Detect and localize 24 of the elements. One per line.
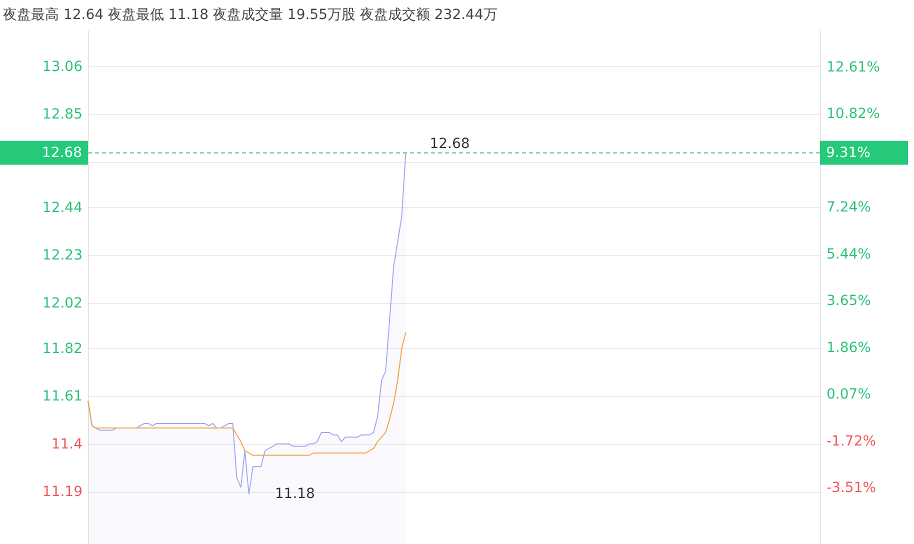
y2-tick-label: -3.51% — [826, 480, 876, 496]
y-tick-label: 12.44 — [42, 200, 83, 216]
y-tick-label: 12.02 — [42, 295, 82, 312]
chart-title: 夜盘最高 12.64 夜盘最低 11.18 夜盘成交量 19.55万股 夜盘成交额 232.44万 — [3, 7, 498, 23]
y2-tick-label: 5.44% — [826, 246, 871, 262]
y-tick-label: 13.06 — [42, 58, 83, 75]
y2-tick-label: 1.86% — [826, 340, 871, 356]
y-tick-label: 11.82 — [42, 340, 82, 357]
y-tick-label: 11.61 — [42, 388, 82, 405]
y2-tick-label: 10.82% — [826, 106, 880, 122]
line-series — [88, 332, 406, 456]
text: 9.31% — [826, 144, 870, 161]
ref-line-label: 12.68 — [42, 144, 82, 161]
y-tick-label: 12.85 — [42, 106, 82, 123]
y2-tick-label: -1.72% — [826, 433, 876, 450]
y2-tick-label: 12.61% — [826, 59, 880, 76]
annotation: 11.18 — [274, 486, 315, 502]
y-tick-label: 11.4 — [51, 436, 83, 452]
y2-tick-label: 7.24% — [826, 199, 871, 216]
y-tick-label: 11.19 — [42, 484, 82, 500]
y2-tick-label: 0.07% — [826, 386, 871, 403]
y-tick-label: 12.23 — [42, 248, 82, 264]
y2-tick-label: 3.65% — [826, 293, 871, 310]
annotation: 12.68 — [430, 136, 470, 152]
